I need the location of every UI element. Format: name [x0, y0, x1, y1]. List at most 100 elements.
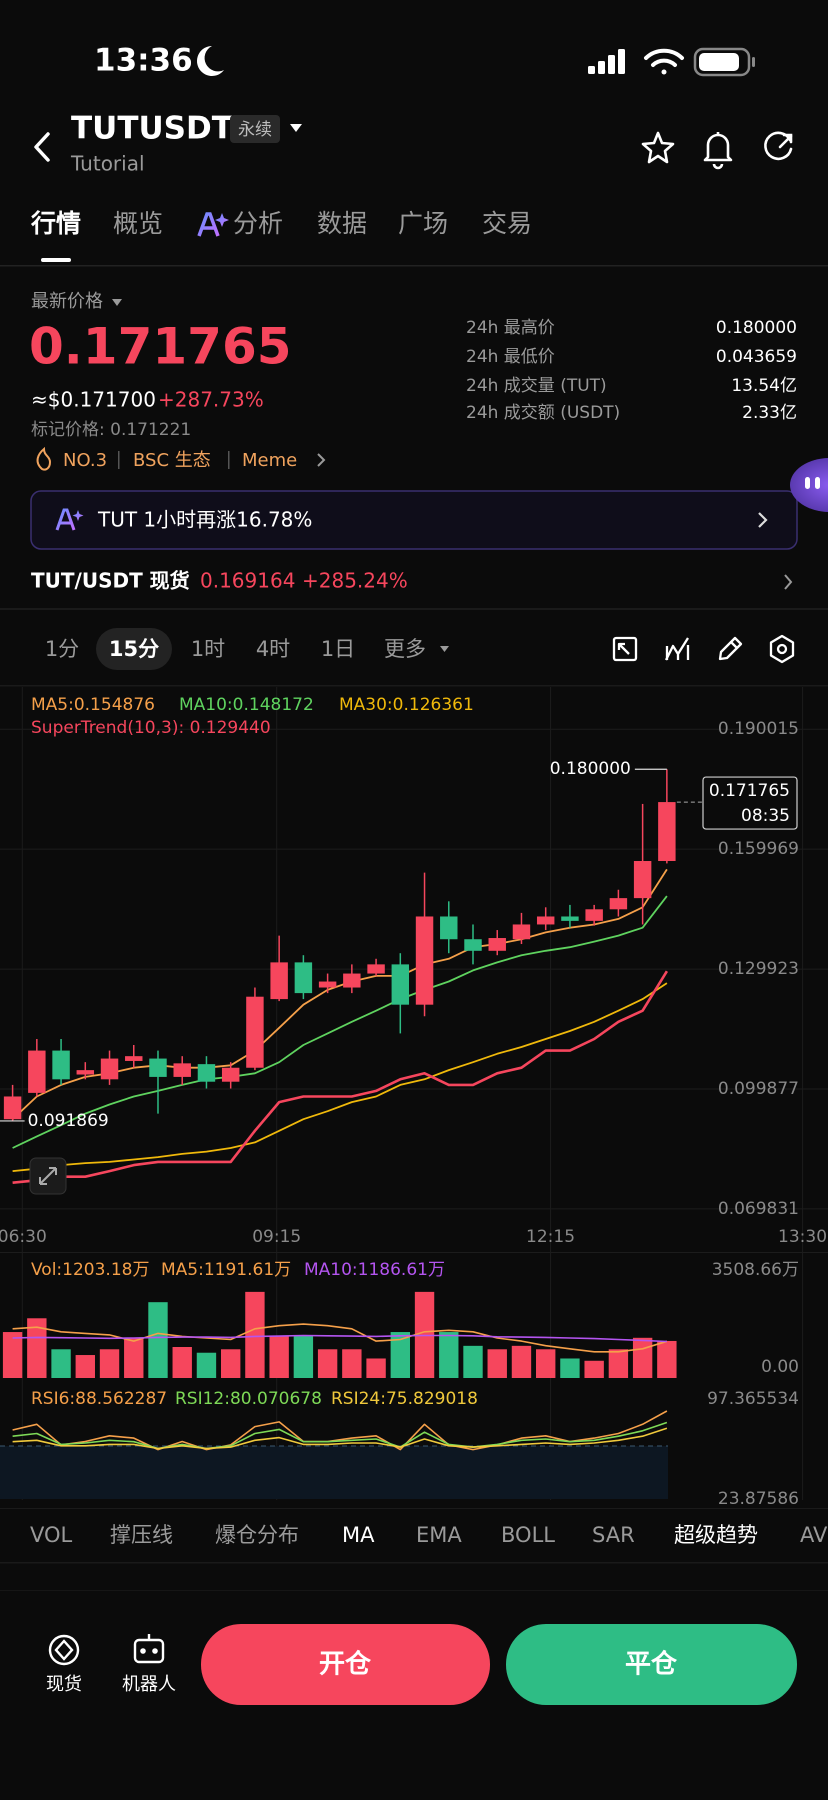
indicator-tab[interactable]: AV — [800, 1523, 828, 1547]
subtitle: Tutorial — [70, 152, 145, 176]
tab[interactable]: 行情 — [30, 209, 81, 238]
spot-nav-icon[interactable] — [48, 1634, 80, 1666]
tab-bar: 行情 概览 分析 数据 广场 交易 — [30, 209, 532, 262]
tab[interactable]: 概览 — [113, 209, 163, 238]
settings-tool[interactable] — [769, 634, 795, 664]
expand-button[interactable] — [29, 1157, 67, 1195]
interval[interactable]: 1时 — [191, 637, 225, 661]
back-button[interactable] — [34, 132, 50, 162]
countdown-label: 08:35 — [741, 806, 790, 826]
candle-body — [391, 964, 410, 1005]
status-time: 13:36 — [94, 43, 193, 79]
banner[interactable] — [30, 490, 798, 550]
spot-chevron[interactable] — [784, 574, 793, 590]
volume-bar — [608, 1349, 629, 1378]
rsi-line — [12, 1427, 668, 1450]
volume-bar — [172, 1347, 192, 1378]
volume-bar — [584, 1360, 604, 1378]
overlay-line — [12, 982, 668, 1172]
stats: 24h 最高价 0.180000 24h 最低价 0.043659 24h 成交量 (T… — [466, 318, 797, 423]
indicator-tab[interactable]: BOLL — [501, 1523, 555, 1547]
overlay-line — [12, 895, 668, 1149]
candle-body — [197, 1064, 216, 1082]
indicator-tab[interactable]: MA — [342, 1523, 375, 1547]
y-tick-label: 23.87586 — [718, 1489, 799, 1509]
fullscreen-tool[interactable] — [612, 636, 638, 662]
stat-label: 24h 最低价 — [466, 347, 555, 367]
candle-body — [488, 938, 506, 951]
candle-body — [125, 1056, 143, 1061]
indicator-tab[interactable]: 爆仓分布 — [215, 1523, 299, 1547]
close-position-label[interactable]: 平仓 — [625, 1649, 678, 1680]
candle-body — [658, 802, 676, 862]
tab[interactable]: 广场 — [398, 209, 448, 238]
favorite-button[interactable] — [641, 131, 675, 164]
interval[interactable]: 更多 — [384, 637, 426, 661]
interval[interactable]: 15分 — [109, 637, 159, 661]
volume-bar — [2, 1332, 23, 1378]
usd-price: ≈$0.171700 — [31, 388, 156, 412]
assistant-bubble[interactable] — [790, 458, 828, 512]
last-price-label: 0.171765 — [709, 781, 790, 801]
open-position-label[interactable]: 开仓 — [319, 1649, 372, 1680]
stat-value: 2.33亿 — [742, 403, 797, 423]
divider — [0, 265, 828, 267]
interval[interactable]: 1日 — [321, 637, 355, 661]
rsi-band — [0, 1446, 668, 1499]
divider — [0, 608, 828, 610]
mark-price: 标记价格: 0.171221 — [31, 420, 191, 440]
price-change: +287.73% — [158, 388, 264, 412]
y-tick-label: 0.069831 — [718, 1199, 799, 1219]
y-tick-label: 0.129923 — [718, 959, 799, 979]
legend-item: SuperTrend(10,3): 0.129440 — [31, 718, 271, 738]
legend-item: RSI24:75.829018 — [331, 1389, 478, 1409]
divider — [0, 1508, 828, 1509]
interval[interactable]: 4时 — [256, 637, 290, 661]
bot-nav-icon[interactable] — [133, 1634, 165, 1664]
interval[interactable]: 1分 — [45, 637, 79, 661]
candle-body — [294, 962, 313, 994]
legend-item: MA5:0.154876 — [31, 695, 155, 715]
volume-bar — [439, 1332, 459, 1378]
candle-body — [100, 1058, 119, 1080]
more-dropdown[interactable] — [440, 646, 449, 652]
last-price-box — [702, 776, 798, 830]
candle-body — [585, 909, 603, 921]
badge: 永续 — [238, 120, 272, 140]
x-tick-label: 12:15 — [526, 1227, 575, 1247]
x-tick-label: 13:30 — [778, 1227, 827, 1247]
spot-pair: TUT/USDT 现货 — [31, 569, 190, 593]
symbol-dropdown[interactable] — [290, 124, 302, 132]
tags-chevron[interactable] — [317, 453, 326, 467]
rsi-line — [12, 1421, 668, 1450]
tab[interactable]: 交易 — [482, 209, 532, 238]
indicator-tab[interactable]: SAR — [592, 1523, 635, 1547]
tab[interactable]: 数据 — [317, 209, 367, 238]
indicator-tool[interactable] — [664, 637, 690, 661]
tab[interactable]: 分析 — [233, 209, 283, 238]
indicator-tab[interactable]: VOL — [30, 1523, 73, 1547]
candle-body — [221, 1067, 240, 1082]
volume-bar — [51, 1349, 71, 1378]
indicator-tab[interactable]: EMA — [416, 1523, 462, 1547]
stat-value: 0.043659 — [716, 347, 797, 367]
candle-body — [367, 964, 385, 974]
open-position-button[interactable] — [201, 1624, 490, 1705]
tag: BSC 生态 — [133, 450, 211, 471]
nav-label[interactable]: 机器人 — [122, 1674, 176, 1695]
close-position-button[interactable] — [506, 1624, 797, 1705]
badge-bg — [230, 115, 280, 143]
price-label-dropdown[interactable] — [112, 299, 122, 306]
share-button[interactable] — [764, 131, 793, 161]
volume-bar — [245, 1291, 265, 1378]
draw-tool[interactable] — [718, 636, 743, 661]
indicator-tab[interactable]: 撑压线 — [110, 1523, 173, 1547]
nav-label[interactable]: 现货 — [46, 1674, 82, 1695]
indicator-tab[interactable]: 超级趋势 — [674, 1523, 758, 1547]
candle-body — [415, 916, 434, 1005]
volume-bar — [293, 1335, 314, 1378]
alert-button[interactable] — [703, 132, 733, 170]
candle-body — [270, 962, 288, 1000]
volume-bar — [269, 1335, 289, 1378]
